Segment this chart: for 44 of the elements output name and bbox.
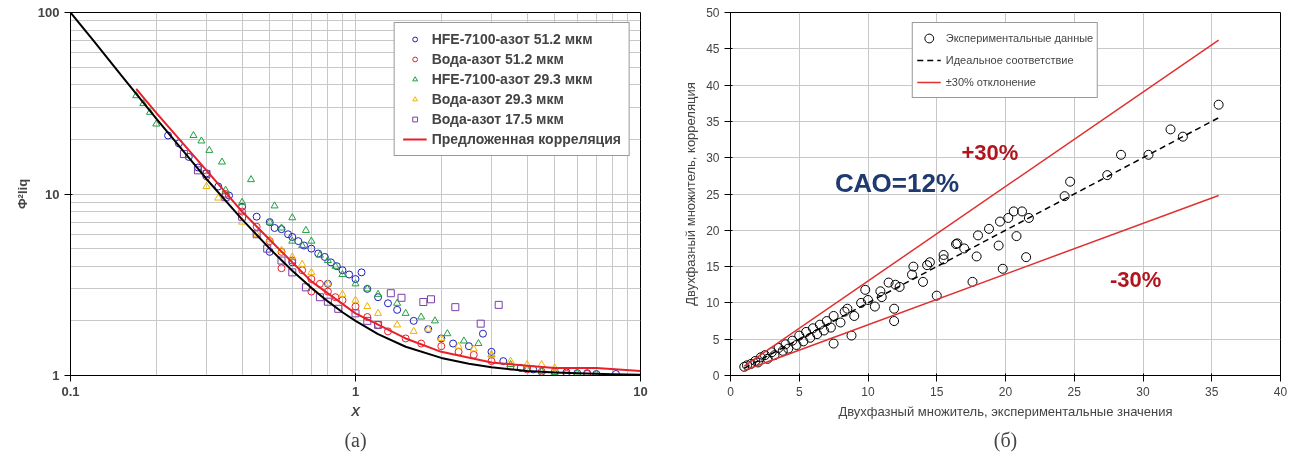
y-tick-label: 40	[706, 78, 720, 93]
annotation: -30%	[1110, 267, 1162, 293]
x-tick-label: 0.1	[61, 383, 80, 399]
y-tick-label: 10	[706, 296, 720, 311]
legend-label: Вода-азот 51.2 мкм	[431, 51, 564, 67]
x-tick-label: 15	[930, 384, 944, 399]
x-tick-label: 10	[861, 384, 875, 399]
text: (б)	[993, 428, 1018, 452]
x-tick-label: 40	[1273, 384, 1288, 399]
y-tick-label: 5	[712, 332, 720, 347]
x-axis-title: Двухфазный множитель, экспериментальные значения	[838, 403, 1173, 419]
y-tick-label: 45	[706, 42, 720, 57]
text: (а)	[344, 428, 367, 452]
x-tick-label: 20	[998, 384, 1013, 399]
x-tick-label: 30	[1136, 384, 1150, 399]
y-tick-label: 20	[706, 223, 720, 238]
x-tick-label: 0	[727, 384, 735, 399]
legend-label: ±30% отклонение	[945, 75, 1036, 90]
annotation: +30%	[961, 139, 1019, 165]
y-tick-label: 25	[706, 187, 720, 202]
legend-label: Экспериментальные данные	[945, 31, 1094, 46]
y-axis-title: Двухфазный множитель, корреляция	[683, 82, 699, 306]
y-tick-label: 0	[712, 369, 720, 383]
y-tick-label: 30	[706, 151, 720, 166]
x-tick-label: 1	[351, 383, 360, 399]
y-tick-label: 35	[706, 114, 720, 129]
y-tick-label: 1	[52, 368, 60, 383]
y-tick-label: 10	[45, 186, 60, 202]
annotation: САО=12%	[835, 167, 960, 198]
x-tick-label: 25	[1067, 384, 1082, 399]
y-tick-label: 50	[706, 6, 720, 20]
legend-label: Вода-азот 17.5 мкм	[431, 111, 564, 127]
x-tick-label: 10	[633, 383, 648, 399]
legend-label: HFE-7100-азот 29.3 мкм	[431, 71, 593, 87]
x-axis-title: X	[350, 403, 362, 419]
y-axis-title: Φ²liq	[14, 178, 30, 210]
x-tick-label: 5	[795, 384, 803, 399]
x-tick-label: 35	[1205, 384, 1219, 399]
legend-label: Предложенная корреляция	[431, 131, 621, 147]
y-tick-label: 100	[37, 5, 60, 20]
legend-label: Вода-азот 29.3 мкм	[431, 91, 564, 107]
y-tick-label: 15	[706, 260, 720, 275]
legend-label: HFE-7100-азот 51.2 мкм	[431, 31, 593, 47]
legend-label: Идеальное соответствие	[945, 53, 1074, 68]
